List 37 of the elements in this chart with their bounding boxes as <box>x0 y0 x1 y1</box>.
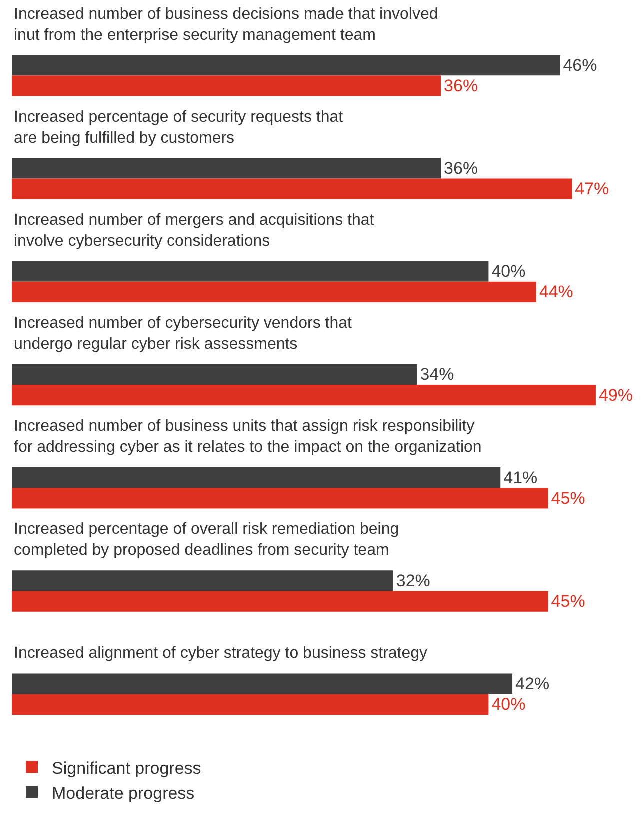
bar <box>12 261 489 282</box>
y-tick-label: Increased number of cybersecurity vendors that undergo regular cyber risk assessments <box>14 315 352 353</box>
bar <box>12 282 536 302</box>
bar <box>12 54 560 76</box>
bar <box>12 488 548 509</box>
y-tick-label: Increased number of business units that assign risk responsibility for addressing cyber as it relates to the impact on the organization <box>14 418 482 456</box>
data-label: 40% <box>492 262 526 282</box>
data-label: 45% <box>551 592 586 612</box>
data-label: 36% <box>444 158 478 178</box>
data-label: 47% <box>575 180 610 199</box>
data-label: 36% <box>444 76 478 96</box>
y-tick-label: Increased number of mergers and acquisitions that involve cybersecurity considerations <box>14 212 375 250</box>
bar <box>12 364 418 385</box>
data-label: 44% <box>539 282 574 302</box>
data-label: 49% <box>598 386 633 405</box>
legend-label: Moderate progress <box>52 784 195 803</box>
y-tick-label: Increased percentage of security requests that are being fulfilled by customers <box>14 109 344 147</box>
bar <box>12 158 442 179</box>
bar <box>12 694 489 716</box>
data-label: 32% <box>396 571 430 590</box>
data-label: 40% <box>492 695 526 714</box>
data-label: 41% <box>504 468 538 488</box>
data-label: 45% <box>551 488 586 508</box>
bar <box>12 591 548 612</box>
bar <box>12 570 394 592</box>
data-label: 42% <box>516 674 550 694</box>
bar <box>12 468 501 488</box>
bar <box>12 178 572 200</box>
y-tick-label: Increased alignment of cyber strategy to business strategy <box>14 645 428 662</box>
legend-label: Significant progress <box>52 758 202 778</box>
bar <box>12 385 596 406</box>
data-label: 46% <box>563 56 598 75</box>
bar <box>12 76 442 96</box>
y-tick-label: Increased percentage of overall risk remediation being completed by proposed deadlines from security team <box>14 521 400 559</box>
y-tick-label: Increased number of business decisions made that involved inut from the enterprise security management team <box>14 6 438 44</box>
bar <box>12 674 513 694</box>
data-label: 34% <box>420 365 454 384</box>
